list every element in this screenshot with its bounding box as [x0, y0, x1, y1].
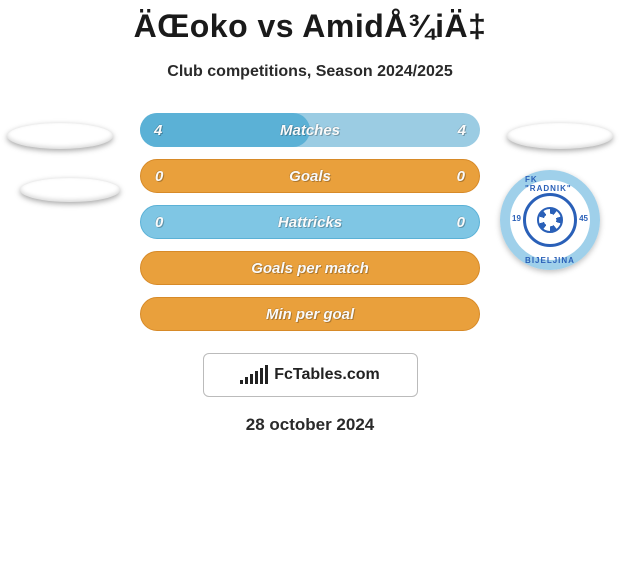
stat-label: Goals per match — [251, 260, 369, 277]
stat-right-value: 0 — [457, 168, 465, 185]
stat-row-min-per-goal: Min per goal — [140, 297, 480, 331]
crest-year-right: 45 — [579, 214, 588, 223]
stats-container: 4 Matches 4 0 Goals 0 0 Hattricks 0 Goal… — [140, 113, 480, 331]
crest-year-left: 19 — [512, 214, 521, 223]
crest-bottom-text: BIJELJINA — [525, 256, 575, 265]
left-player-logo-placeholder-1 — [7, 123, 113, 149]
stat-label: Matches — [280, 122, 340, 139]
brand-text: FcTables.com — [274, 366, 380, 384]
stat-label: Min per goal — [266, 306, 354, 323]
subtitle: Club competitions, Season 2024/2025 — [0, 63, 620, 81]
stat-left-value: 0 — [155, 168, 163, 185]
stat-row-hattricks: 0 Hattricks 0 — [140, 205, 480, 239]
stat-left-value: 0 — [155, 214, 163, 231]
stat-row-matches: 4 Matches 4 — [140, 113, 480, 147]
stat-row-goals-per-match: Goals per match — [140, 251, 480, 285]
page-title: ÄŒoko vs AmidÅ¾iÄ‡ — [0, 0, 620, 45]
stat-right-value: 4 — [458, 122, 466, 139]
date-label: 28 october 2024 — [0, 415, 620, 435]
brand-bars-icon — [240, 366, 268, 384]
brand-box[interactable]: FcTables.com — [203, 353, 418, 397]
club-crest: FK "RADNIK" 19 45 BIJELJINA — [500, 170, 600, 270]
right-player-logo-placeholder — [507, 123, 613, 149]
stat-label: Hattricks — [278, 214, 342, 231]
crest-top-text: FK "RADNIK" — [525, 175, 575, 193]
left-player-logo-placeholder-2 — [20, 178, 120, 202]
stat-row-goals: 0 Goals 0 — [140, 159, 480, 193]
stat-left-value: 4 — [154, 122, 162, 139]
stat-right-value: 0 — [457, 214, 465, 231]
stat-label: Goals — [289, 168, 331, 185]
